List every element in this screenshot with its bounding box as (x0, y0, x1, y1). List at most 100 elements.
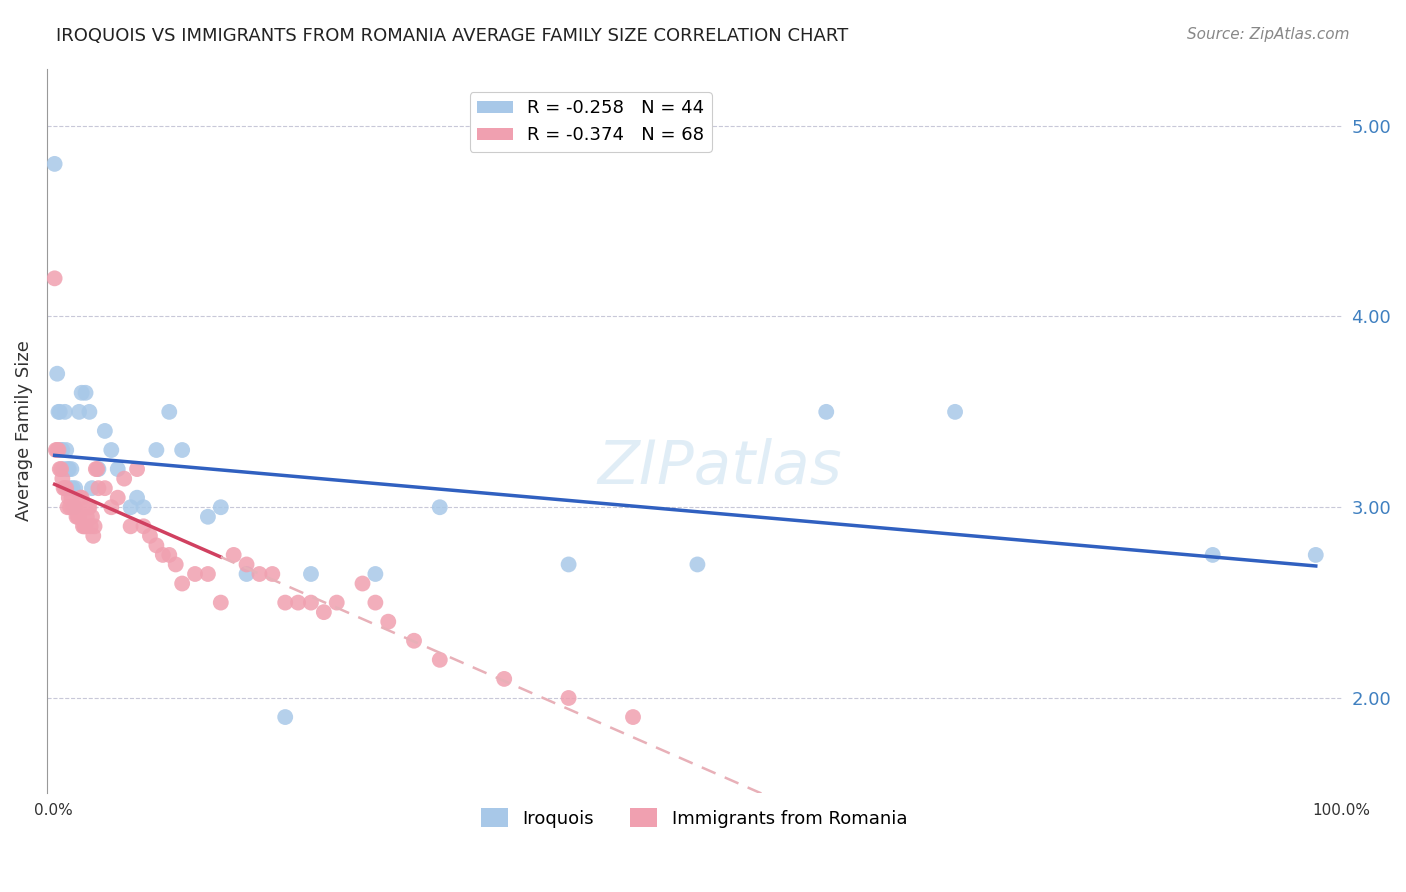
Legend: Iroquois, Immigrants from Romania: Iroquois, Immigrants from Romania (474, 801, 914, 835)
Point (62, 481, 84, 495)
Point (209, 500, 232, 515)
Point (55, 481, 77, 495)
Point (120, 519, 142, 533)
Point (63, 500, 86, 515)
Point (312, 605, 335, 619)
Point (44, 271, 66, 285)
Point (58, 462, 80, 476)
Point (82, 529, 104, 543)
Point (49, 462, 72, 476)
Point (46, 367, 69, 381)
Point (325, 596, 347, 610)
Point (172, 576, 194, 591)
Point (100, 442, 122, 457)
Point (80, 509, 103, 524)
Point (184, 566, 207, 581)
Point (157, 548, 180, 562)
Text: Source: ZipAtlas.com: Source: ZipAtlas.com (1187, 27, 1350, 42)
Point (352, 576, 374, 591)
Point (152, 548, 174, 562)
Point (364, 566, 387, 581)
Point (157, 405, 180, 419)
Point (65, 481, 87, 495)
Point (145, 538, 167, 552)
Point (59, 500, 82, 515)
Point (87, 481, 110, 495)
Point (429, 500, 451, 515)
Point (1202, 548, 1225, 562)
Point (69, 491, 91, 505)
Point (87, 462, 110, 476)
Point (52, 462, 75, 476)
Point (51, 442, 73, 457)
Point (274, 710, 297, 724)
Point (84, 462, 107, 476)
Point (377, 615, 399, 629)
Point (60, 491, 83, 505)
Point (60, 462, 83, 476)
Point (235, 558, 257, 572)
Point (76, 509, 98, 524)
Point (494, 672, 516, 686)
Point (197, 509, 219, 524)
Point (621, 710, 644, 724)
Text: IROQUOIS VS IMMIGRANTS FROM ROMANIA AVERAGE FAMILY SIZE CORRELATION CHART: IROQUOIS VS IMMIGRANTS FROM ROMANIA AVER… (56, 27, 848, 45)
Point (145, 442, 167, 457)
Point (75, 385, 97, 400)
Point (112, 472, 135, 486)
Point (274, 596, 297, 610)
Point (107, 491, 129, 505)
Point (70, 385, 93, 400)
Point (557, 690, 579, 705)
Point (53, 405, 76, 419)
Point (67, 405, 90, 419)
Point (80, 481, 103, 495)
Point (58, 491, 80, 505)
Point (65, 509, 87, 524)
Point (45, 442, 67, 457)
Point (83, 519, 105, 533)
Point (56, 500, 79, 515)
Point (287, 596, 309, 610)
Point (72, 519, 94, 533)
Point (44, 157, 66, 171)
Point (86, 462, 108, 476)
Point (49, 442, 72, 457)
Point (299, 596, 322, 610)
Point (686, 558, 709, 572)
Point (1305, 548, 1327, 562)
Y-axis label: Average Family Size: Average Family Size (15, 341, 32, 521)
Point (132, 519, 155, 533)
Point (120, 500, 142, 515)
Point (65, 500, 87, 515)
Point (48, 405, 70, 419)
Point (197, 566, 219, 581)
Point (402, 633, 425, 648)
Point (67, 509, 90, 524)
Text: ZIPatlas: ZIPatlas (598, 438, 842, 497)
Point (222, 548, 245, 562)
Point (56, 462, 79, 476)
Point (49, 405, 72, 419)
Point (66, 509, 89, 524)
Point (429, 653, 451, 667)
Point (55, 442, 77, 457)
Point (49, 462, 72, 476)
Point (77, 500, 100, 515)
Point (209, 596, 232, 610)
Point (48, 442, 70, 457)
Point (249, 566, 271, 581)
Point (73, 519, 96, 533)
Point (100, 500, 122, 515)
Point (165, 558, 187, 572)
Point (59, 481, 82, 495)
Point (63, 500, 86, 515)
Point (943, 405, 966, 419)
Point (80, 519, 103, 533)
Point (75, 519, 97, 533)
Point (46, 442, 69, 457)
Point (364, 596, 387, 610)
Point (79, 500, 101, 515)
Point (132, 500, 155, 515)
Point (62, 500, 84, 515)
